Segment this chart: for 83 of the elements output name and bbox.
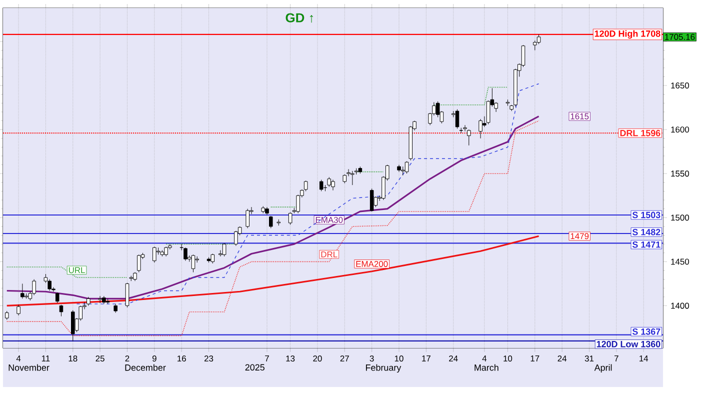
candlestick xyxy=(71,310,75,342)
candlestick xyxy=(222,242,226,257)
x-tick-label: 13 xyxy=(286,356,295,362)
line-series xyxy=(6,116,540,300)
candlestick xyxy=(184,247,188,262)
x-tick-label: 9 xyxy=(152,356,156,362)
x-tick-label: 7 xyxy=(265,356,269,362)
x-tick-label: 4 xyxy=(16,356,21,362)
text: 2025 xyxy=(245,364,264,371)
text: April xyxy=(594,364,612,373)
candlestick xyxy=(467,129,471,146)
text: 1705.16 xyxy=(665,34,695,40)
y-tick-label: 1500 xyxy=(671,214,690,221)
x-tick-label: 7 xyxy=(614,356,618,362)
ref-line-label: 120D High 1708 xyxy=(594,30,660,39)
text: February xyxy=(366,364,402,373)
candlestick xyxy=(350,170,354,186)
y-tick-label: 1650 xyxy=(671,82,690,89)
ref-line-label: S 1482 xyxy=(632,228,660,236)
candlestick xyxy=(521,44,526,68)
x-tick-label: 24 xyxy=(449,356,458,362)
x-tick-label: 11 xyxy=(42,356,50,362)
y-tick-label: 1400 xyxy=(671,302,690,309)
candlestick xyxy=(152,246,156,263)
x-tick-label: 4 xyxy=(482,356,487,362)
candlestick xyxy=(234,230,238,246)
candlestick xyxy=(164,246,168,257)
line-series xyxy=(6,235,540,307)
x-tick-label: 14 xyxy=(640,356,648,362)
candlestick xyxy=(288,212,292,225)
candlestick xyxy=(246,208,250,228)
candlestick xyxy=(137,254,141,272)
candlestick xyxy=(125,282,130,308)
candlestick xyxy=(98,296,102,304)
ref-line-label: S 1367 xyxy=(632,328,660,335)
x-tick-label: 31 xyxy=(584,356,594,362)
candlestick xyxy=(59,304,64,317)
candlestick xyxy=(404,161,409,174)
candlestick xyxy=(327,176,332,188)
x-tick-label: 2 xyxy=(125,356,130,362)
candlestick xyxy=(319,180,324,192)
y-tick-label: 1600 xyxy=(671,126,690,133)
y-tick-label: 1550 xyxy=(671,170,690,177)
x-tick-label: 3 xyxy=(370,356,374,362)
series-label: EMA200 xyxy=(356,260,388,267)
annotation: 1615 xyxy=(570,113,589,120)
ref-line-label: 120D Low 1360 xyxy=(596,340,660,348)
candlestick xyxy=(331,180,335,191)
candlestick xyxy=(16,304,20,316)
x-tick-label: 10 xyxy=(504,356,512,362)
series-label: URL xyxy=(68,267,85,274)
chart-title: GD ↑ xyxy=(286,13,314,23)
x-tick-label: 23 xyxy=(204,356,214,362)
line-series xyxy=(6,120,540,336)
candlestick xyxy=(55,292,60,304)
x-tick-label: 10 xyxy=(394,356,404,362)
candlestick xyxy=(191,254,196,272)
text: November xyxy=(8,364,50,371)
x-tick-label: 18 xyxy=(68,356,78,362)
candlestick xyxy=(20,283,24,299)
candlestick xyxy=(536,34,541,44)
x-tick-label: 24 xyxy=(558,356,567,362)
candlestick xyxy=(463,124,467,132)
x-tick-label: 27 xyxy=(340,356,349,362)
annotation: 1479 xyxy=(570,233,589,240)
ref-line-label: DRL 1596 xyxy=(620,130,660,136)
x-tick-label: 17 xyxy=(530,356,540,362)
candlestick xyxy=(455,109,460,129)
candlestick xyxy=(478,118,482,139)
text: December xyxy=(125,364,166,371)
x-tick-label: 17 xyxy=(422,356,430,362)
ref-line-label: S 1503 xyxy=(632,212,660,218)
x-tick-label: 16 xyxy=(178,356,186,362)
candlestick xyxy=(210,254,215,264)
series-label: EMA30 xyxy=(316,216,343,223)
text: March xyxy=(474,364,498,371)
candlestick xyxy=(269,216,273,228)
x-tick-label: 25 xyxy=(96,356,104,362)
x-tick-label: 20 xyxy=(313,356,322,362)
ref-line-label: S 1471 xyxy=(632,241,660,248)
y-tick-label: 1450 xyxy=(671,258,690,265)
candlestick xyxy=(370,188,374,212)
series-label: DRL xyxy=(321,251,338,258)
